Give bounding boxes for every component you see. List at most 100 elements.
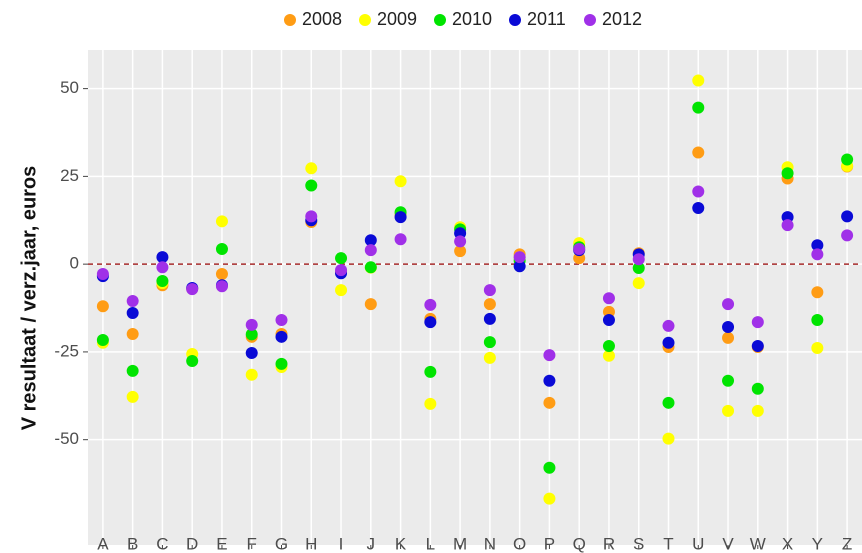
point	[841, 229, 854, 242]
x-tick-label: H	[305, 534, 317, 553]
legend-label: 2011	[527, 9, 566, 29]
point	[692, 101, 705, 114]
x-tick-label: J	[367, 534, 376, 553]
point	[126, 306, 139, 319]
point	[543, 492, 556, 505]
point	[156, 261, 169, 274]
point	[573, 243, 586, 256]
x-tick-label: D	[186, 534, 198, 553]
point	[245, 328, 258, 341]
x-tick-label: C	[156, 534, 168, 553]
point	[483, 336, 496, 349]
point	[305, 162, 318, 175]
point	[811, 239, 824, 252]
legend-marker	[584, 14, 596, 26]
point	[662, 336, 675, 349]
point	[483, 284, 496, 297]
point	[126, 328, 139, 341]
point	[513, 251, 526, 264]
point	[543, 349, 556, 362]
legend-marker	[359, 14, 371, 26]
legend-marker	[434, 14, 446, 26]
point	[186, 355, 199, 368]
point	[602, 292, 615, 305]
x-tick-label: X	[782, 534, 793, 553]
point	[215, 267, 228, 280]
point	[126, 295, 139, 308]
point	[364, 244, 377, 257]
point	[126, 390, 139, 403]
x-tick-label: I	[339, 534, 344, 553]
x-tick-label: Y	[812, 534, 823, 553]
point	[245, 368, 258, 381]
x-tick-label: A	[97, 534, 109, 553]
point	[483, 351, 496, 364]
point	[424, 298, 437, 311]
x-tick-label: M	[453, 534, 467, 553]
point	[722, 320, 735, 333]
point	[364, 234, 377, 247]
point	[96, 267, 109, 280]
point	[662, 319, 675, 332]
point	[722, 331, 735, 344]
point	[602, 349, 615, 362]
point	[543, 461, 556, 474]
point	[394, 233, 407, 246]
point	[811, 342, 824, 355]
x-tick-label: E	[216, 534, 227, 553]
point	[305, 179, 318, 192]
point	[632, 262, 645, 275]
point	[424, 316, 437, 329]
y-tick-label: 50	[60, 78, 79, 97]
x-tick-label: P	[544, 534, 555, 553]
point	[841, 153, 854, 166]
point	[781, 219, 794, 232]
point	[126, 364, 139, 377]
point	[454, 245, 467, 258]
point	[841, 210, 854, 223]
point	[602, 313, 615, 326]
point	[513, 260, 526, 273]
point	[454, 235, 467, 248]
legend-label: 2012	[602, 9, 642, 29]
point	[692, 146, 705, 159]
x-tick-label: W	[750, 534, 766, 553]
point	[96, 300, 109, 313]
y-tick-label: 25	[60, 166, 79, 185]
x-tick-label: Z	[842, 534, 852, 553]
legend-marker	[284, 14, 296, 26]
point	[245, 346, 258, 359]
point	[424, 397, 437, 410]
point	[722, 374, 735, 387]
plot-panel	[88, 50, 862, 545]
point	[751, 382, 764, 395]
point	[394, 211, 407, 224]
point	[215, 243, 228, 256]
point	[275, 313, 288, 326]
point	[751, 404, 764, 417]
x-tick-label: K	[395, 534, 407, 553]
point	[335, 284, 348, 297]
point	[96, 333, 109, 346]
point	[692, 185, 705, 198]
legend-marker	[509, 14, 521, 26]
x-tick-label: S	[633, 534, 644, 553]
x-tick-label: O	[513, 534, 526, 553]
point	[632, 277, 645, 290]
point	[692, 201, 705, 214]
point	[692, 74, 705, 87]
x-tick-label: V	[722, 534, 734, 553]
point	[632, 253, 645, 266]
point	[275, 330, 288, 343]
x-tick-label: F	[247, 534, 257, 553]
point	[811, 313, 824, 326]
point	[543, 396, 556, 409]
x-tick-label: R	[603, 534, 615, 553]
legend-label: 2008	[302, 9, 342, 29]
point	[483, 298, 496, 311]
point	[722, 298, 735, 311]
x-tick-label: N	[484, 534, 496, 553]
y-tick-label: -50	[54, 429, 79, 448]
point	[781, 167, 794, 180]
